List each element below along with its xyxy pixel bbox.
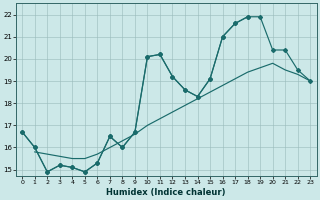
X-axis label: Humidex (Indice chaleur): Humidex (Indice chaleur) xyxy=(107,188,226,197)
